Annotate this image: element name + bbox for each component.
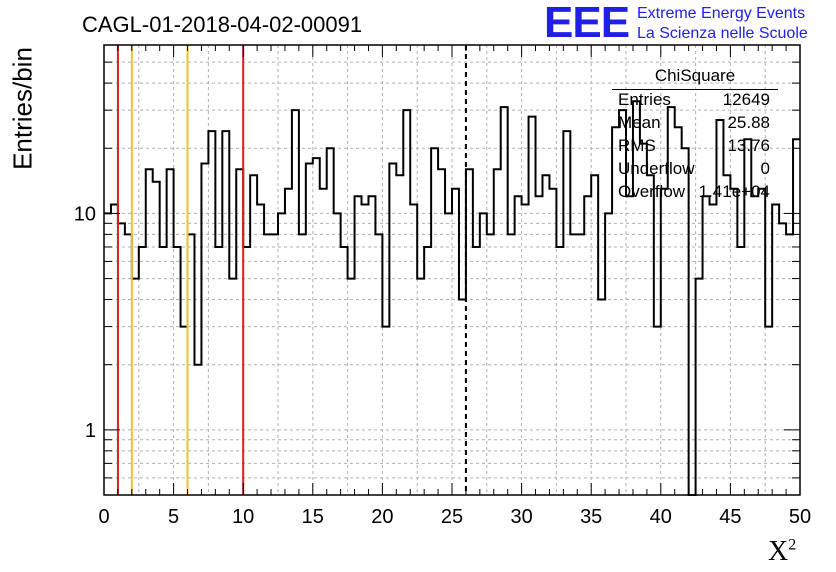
stats-key: Entries	[618, 90, 671, 109]
stats-value: 1.41e+04	[698, 182, 770, 201]
stats-key: Mean	[618, 113, 661, 132]
x-tick-label: 35	[580, 506, 602, 528]
stats-row-rms: RMS 13.76	[612, 136, 778, 159]
x-tick-label: 45	[719, 506, 741, 528]
chart-title: CAGL-01-2018-04-02-00091	[82, 12, 363, 37]
stats-box: ChiSquare Entries 12649 Mean 25.88 RMS 13.7…	[612, 66, 778, 205]
stats-key: Overflow	[618, 182, 686, 201]
stats-row-underflow: Underflow 0	[612, 159, 778, 182]
stats-value: 13.76	[727, 136, 770, 155]
stats-value: 25.88	[727, 113, 770, 132]
y-tick-label: 10	[74, 203, 96, 225]
stats-key: Underflow	[618, 159, 695, 178]
stats-value: 0	[760, 159, 770, 178]
x-tick-label: 30	[510, 506, 532, 528]
stats-key: RMS	[618, 136, 656, 155]
x-tick-label: 40	[650, 506, 672, 528]
x-tick-label: 50	[789, 506, 811, 528]
histogram-series	[104, 100, 800, 496]
x-tick-label: 20	[371, 506, 393, 528]
logo-line-1: Extreme Energy Events	[637, 5, 806, 22]
stats-name: ChiSquare	[612, 66, 778, 90]
x-axis-label: X2	[768, 536, 797, 567]
x-tick-label: 25	[441, 506, 463, 528]
logo-line-2: La Scienza nelle Scuole	[637, 25, 808, 42]
x-tick-label: 5	[168, 506, 179, 528]
y-axis-label: Entries/bin	[7, 47, 38, 170]
stats-row-overflow: Overflow 1.41e+04	[612, 182, 778, 205]
eee-logo-mark: EEE	[544, 0, 630, 47]
stats-row-mean: Mean 25.88	[612, 113, 778, 136]
stats-row-entries: Entries 12649	[612, 90, 778, 113]
x-tick-label: 10	[232, 506, 254, 528]
x-tick-label: 15	[302, 506, 324, 528]
x-tick-label: 0	[98, 506, 109, 528]
stats-value: 12649	[722, 90, 770, 109]
y-tick-label: 1	[85, 420, 96, 442]
